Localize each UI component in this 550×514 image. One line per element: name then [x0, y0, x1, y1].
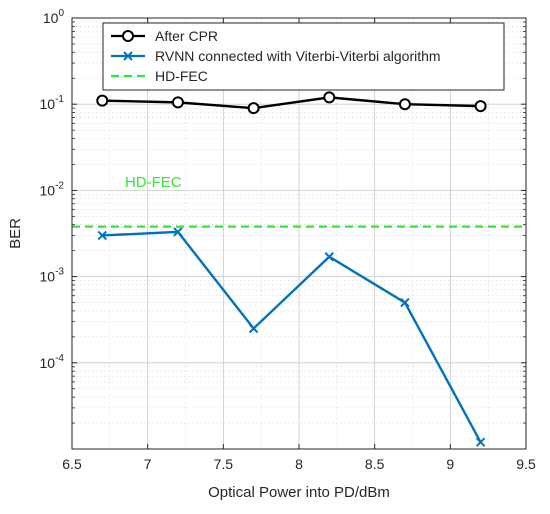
y-tick-label: 10-3	[40, 267, 65, 285]
marker-stroke	[324, 252, 334, 262]
data-point-circle	[171, 96, 184, 109]
series-layer	[72, 91, 526, 447]
legend-label: After CPR	[155, 28, 218, 44]
marker-stroke	[97, 230, 107, 241]
legend-item: HD-FEC	[111, 68, 208, 84]
x-tick-label: 9	[446, 456, 454, 472]
x-tick-label: 7.5	[214, 456, 234, 472]
y-tick-label: 10-1	[40, 94, 65, 112]
series-1	[97, 227, 486, 447]
data-point-circle	[122, 30, 134, 42]
legend-item: After CPR	[111, 28, 218, 44]
marker-stroke	[173, 227, 183, 237]
x-tick-label: 6.5	[62, 456, 82, 472]
data-point-circle	[474, 100, 487, 113]
annotation-layer: HD-FEC	[125, 174, 182, 191]
legend-label: HD-FEC	[155, 68, 208, 84]
legend-label: RVNN connected with Viterbi-Viterbi algo…	[155, 48, 441, 64]
y-tick-label: 10-2	[40, 180, 65, 198]
series-line	[102, 230, 482, 443]
label-layer: Optical Power into PD/dBm BER	[7, 218, 390, 501]
series-line	[102, 96, 481, 110]
legend: After CPR RVNN connected with Viterbi-Vit…	[102, 22, 505, 91]
x-tick-label: 8.5	[365, 456, 385, 472]
data-point-x	[97, 230, 107, 241]
x-tick-label: 8	[295, 456, 303, 472]
data-point-x	[324, 252, 334, 262]
data-point-x	[123, 51, 133, 61]
hd-fec-annotation: HD-FEC	[125, 174, 182, 191]
data-point-circle	[398, 98, 411, 111]
data-point-x	[248, 323, 259, 334]
marker-stroke	[475, 437, 486, 447]
x-tick-label: 7	[144, 456, 152, 472]
y-axis-label: BER	[7, 218, 24, 249]
data-point-circle	[247, 102, 260, 115]
marker-stroke	[400, 297, 410, 308]
legend-box	[102, 22, 505, 91]
marker-stroke	[248, 323, 259, 334]
x-axis-label: Optical Power into PD/dBm	[208, 484, 390, 501]
x-tick-label: 9.5	[516, 456, 536, 472]
data-point-x	[173, 227, 183, 237]
y-tick-label: 10-4	[40, 353, 65, 371]
y-tick-label: 100	[43, 8, 65, 26]
series-0	[96, 91, 487, 115]
data-point-x	[475, 437, 486, 447]
data-point-circle	[323, 91, 336, 104]
marker-stroke	[123, 51, 133, 61]
tick-layer: 6.5 7 7.5 8 8.5 9 9.5 100 10-1 10-2 10-3 10-4	[40, 8, 536, 472]
data-point-circle	[96, 94, 109, 107]
legend-item: RVNN connected with Viterbi-Viterbi algo…	[111, 48, 441, 64]
data-point-x	[400, 297, 410, 308]
